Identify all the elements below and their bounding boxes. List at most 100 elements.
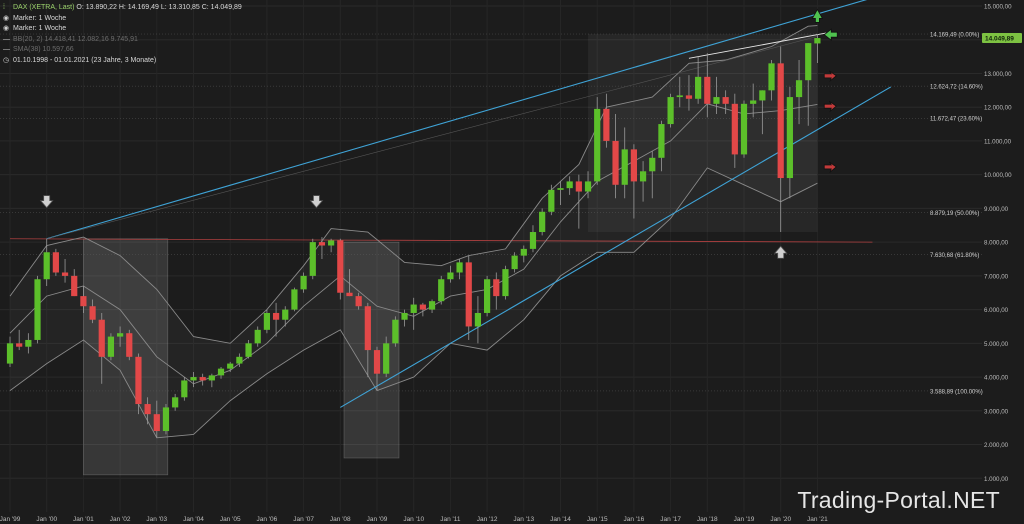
candle: [419, 302, 426, 317]
candle: [740, 100, 748, 158]
candle: [795, 59, 803, 125]
candle-body: [153, 414, 160, 432]
y-axis-tick-label: 4.000,00: [984, 375, 1009, 382]
candle: [630, 144, 637, 219]
arrow-left-marker: [823, 28, 838, 41]
x-axis-tick-label: Jan '21: [807, 516, 828, 523]
y-axis-tick-label: 8.000,00: [984, 240, 1009, 247]
candle-body: [181, 380, 188, 398]
candle: [337, 238, 344, 300]
y-axis-tick-label: 2.000,00: [984, 442, 1009, 449]
candle-body: [704, 76, 711, 104]
candle-body: [575, 181, 582, 192]
x-axis-tick-label: Jan '20: [770, 516, 791, 523]
x-axis-tick-label: Jan '99: [0, 516, 21, 523]
arrow-up-right-marker: [811, 8, 824, 23]
candle: [447, 265, 454, 283]
candle-body: [777, 63, 784, 179]
candle-body: [740, 103, 748, 155]
candle-body: [465, 262, 472, 327]
candle: [759, 90, 766, 135]
candle-body: [190, 377, 197, 381]
candle: [162, 404, 170, 435]
candle: [392, 316, 399, 347]
candle-body: [291, 289, 298, 310]
candle-body: [199, 377, 206, 381]
candle-body: [52, 252, 59, 273]
candle-body: [639, 171, 647, 182]
legend-marker-row: ◉ Marker: 1 Woche: [3, 24, 242, 35]
candle-body: [282, 309, 289, 320]
x-axis-tick-label: Jan '05: [220, 516, 241, 523]
candle-body: [713, 97, 720, 104]
candle: [465, 255, 472, 340]
candle-body: [566, 181, 573, 189]
candle-body: [328, 240, 335, 246]
candle-body: [612, 140, 619, 185]
current-price-label: 14.049,89: [985, 36, 1014, 43]
x-axis-tick-label: Jan '18: [697, 516, 718, 523]
candle: [557, 181, 564, 206]
x-axis-tick-label: Jan '11: [440, 516, 461, 523]
y-axis-tick-label: 13.000,00: [984, 71, 1012, 78]
channel-line: [46, 0, 868, 240]
candle: [236, 353, 243, 367]
candle: [731, 93, 738, 168]
fibonacci-level-label: 7.630,68 (61.80%): [930, 253, 979, 259]
candle-body: [309, 242, 316, 276]
candle-body: [144, 404, 151, 415]
candle-body: [511, 255, 518, 270]
candle: [428, 299, 436, 313]
candle: [227, 361, 234, 373]
candle-body: [529, 232, 537, 249]
candle: [713, 76, 720, 114]
candle: [355, 292, 362, 310]
candle: [364, 302, 371, 378]
candle: [621, 127, 628, 199]
legend-period-row: ◷ 01.10.1998 - 01.01.2021 (23 Jahre, 3 Mo…: [3, 56, 242, 67]
y-axis-tick-label: 12.000,00: [984, 105, 1012, 112]
candle: [43, 238, 50, 286]
candle: [520, 245, 527, 263]
candle-body: [447, 272, 454, 280]
candle: [25, 333, 32, 354]
candle: [612, 113, 619, 199]
candle-body: [658, 124, 665, 158]
candle-body: [71, 275, 78, 297]
x-axis-tick-label: Jan '13: [513, 516, 534, 523]
candle: [61, 259, 69, 283]
candle: [786, 86, 793, 199]
candle-body: [337, 240, 344, 293]
x-axis-tick-label: Jan '01: [73, 516, 94, 523]
candle-body: [227, 363, 234, 369]
bollinger-lower-line: [9, 167, 818, 439]
marker-icon: ◉: [3, 25, 10, 32]
candle: [172, 393, 179, 411]
y-axis-tick-label: 15.000,00: [984, 4, 1012, 11]
candle: [272, 302, 280, 337]
candle-body: [603, 108, 610, 141]
candle: [282, 306, 289, 327]
candle: [502, 265, 509, 300]
chart-legend: ⁞ DAX (XETRA, Last) O: 13.890,22 H: 14.16…: [3, 3, 242, 66]
candle-body: [364, 306, 371, 351]
candle-body: [245, 343, 252, 357]
candle: [438, 275, 445, 305]
x-axis-tick-label: Jan '06: [257, 516, 278, 523]
legend-period: 01.10.1998 - 01.01.2021 (23 Jahre, 3 Mon…: [13, 56, 157, 64]
candle: [603, 93, 610, 148]
candle-body: [98, 319, 105, 357]
arrow-right-up-marker: [823, 100, 837, 113]
legend-title-row: ⁞ DAX (XETRA, Last) O: 13.890,22 H: 14.16…: [3, 3, 242, 14]
candle: [254, 326, 261, 347]
legend-bb: BB(20, 2) 14.418,41 12.082,16 9.745,91: [13, 35, 138, 43]
candle-body: [805, 43, 812, 81]
x-axis-tick-label: Jan '02: [110, 516, 131, 523]
arrow-right-up-marker: [823, 161, 837, 174]
candle: [383, 336, 390, 378]
candle-body: [630, 149, 637, 182]
candle: [667, 93, 674, 128]
candle-body: [80, 296, 87, 307]
